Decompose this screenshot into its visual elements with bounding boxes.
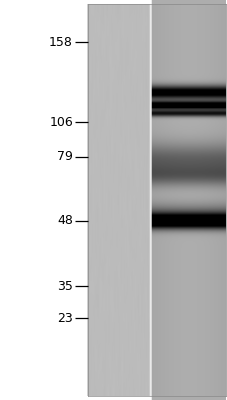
- Text: 106: 106: [49, 116, 73, 128]
- Text: 79: 79: [57, 150, 73, 163]
- Text: 35: 35: [57, 280, 73, 292]
- Text: 158: 158: [49, 36, 73, 48]
- Text: 23: 23: [57, 312, 73, 324]
- Text: 48: 48: [57, 214, 73, 227]
